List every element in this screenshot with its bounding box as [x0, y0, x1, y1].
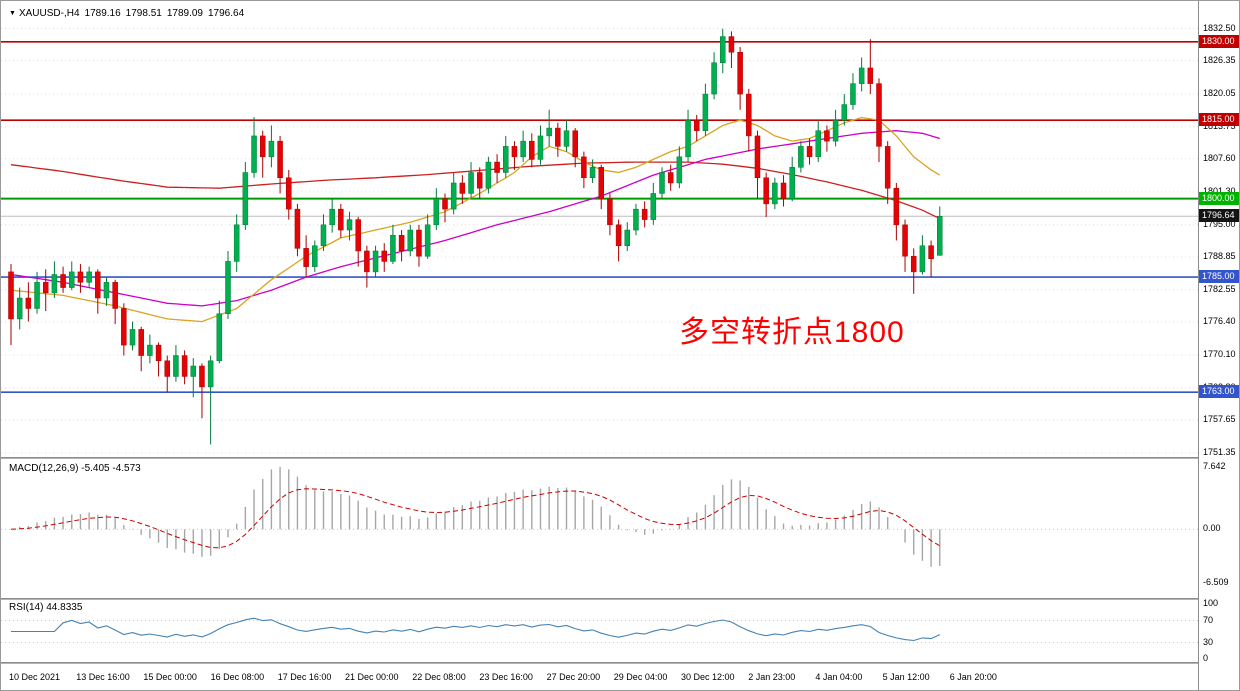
time-axis-label: 13 Dec 16:00	[76, 672, 130, 682]
axis-tick-label: 7.642	[1203, 460, 1226, 471]
price-line-label: 1800.00	[1199, 191, 1239, 205]
macd-indicator-label: MACD(12,26,9) -5.405 -4.573	[9, 463, 141, 474]
price-line-label: 1763.00	[1199, 385, 1239, 399]
time-axis-label: 30 Dec 12:00	[681, 672, 735, 682]
axis-tick-label: 1832.50	[1203, 22, 1236, 33]
high-value: 1798.51	[125, 8, 162, 19]
axis-tick-label: 1757.65	[1203, 414, 1236, 425]
price-line-label: 1815.00	[1199, 113, 1239, 127]
open-value: 1789.16	[84, 8, 121, 19]
price-scale-divider	[1198, 1, 1199, 690]
time-axis-label: 5 Jan 12:00	[882, 672, 930, 682]
axis-tick-label: 1801.30	[1203, 186, 1236, 196]
axis-tick-label: 1776.40	[1203, 316, 1236, 327]
axis-tick-label: 0.00	[1203, 523, 1221, 534]
price-line-label: 1785.00	[1199, 270, 1239, 284]
time-axis-label: 22 Dec 08:00	[412, 672, 466, 682]
axis-tick-label: 0	[1203, 653, 1209, 663]
price-line-label: 1830.00	[1199, 34, 1239, 48]
axis-tick-label: 1826.35	[1203, 54, 1236, 65]
close-value: 1796.64	[207, 8, 245, 19]
time-axis-label: 17 Dec 16:00	[277, 672, 332, 682]
rsi-indicator-chart[interactable]	[1, 600, 1198, 662]
axis-tick-label: 1807.60	[1203, 152, 1236, 163]
macd-indicator-chart[interactable]	[1, 459, 1198, 598]
price-scale[interactable]: 1832.501826.351820.051813.751807.601801.…	[1199, 1, 1239, 690]
panel-separator[interactable]	[1, 457, 1239, 459]
time-axis-label: 21 Dec 00:00	[345, 672, 399, 682]
panel-separator	[1, 662, 1239, 664]
axis-tick-label: 1820.05	[1203, 87, 1236, 98]
axis-tick-label: 70	[1203, 614, 1214, 625]
axis-tick-label: -6.509	[1203, 576, 1229, 587]
chart-annotation-text: 多空转折点1800	[679, 316, 905, 349]
time-axis[interactable]: 10 Dec 2021 13 Dec 16:00 15 Dec 00:00 16 De…	[1, 664, 1198, 690]
time-axis-label: 10 Dec 2021	[9, 672, 61, 682]
axis-tick-label: 30	[1203, 636, 1214, 647]
candlestick-chart[interactable]	[1, 1, 1198, 457]
time-axis-label: 15 Dec 00:00	[143, 672, 197, 682]
time-axis-label: 2 Jan 23:00	[748, 672, 796, 682]
time-axis-label: 6 Jan 20:00	[949, 672, 997, 682]
time-axis-label: 29 Dec 04:00	[613, 672, 668, 682]
symbol-timeframe-label: XAUUSD-,H4	[18, 8, 80, 19]
axis-tick-label: 1782.55	[1203, 283, 1236, 294]
time-axis-label: 16 Dec 08:00	[210, 672, 265, 682]
price-line-label: 1796.64	[1199, 209, 1239, 223]
axis-tick-label: 100	[1203, 598, 1219, 608]
symbol-ohlc-readout: ▼ XAUUSD-,H4 1789.16 1798.51 1789.09 1796.64	[9, 8, 244, 19]
axis-tick-label: 1795.00	[1203, 218, 1236, 229]
panel-separator[interactable]	[1, 598, 1239, 600]
low-value: 1789.09	[166, 8, 203, 19]
time-axis-label: 27 Dec 20:00	[546, 672, 601, 682]
axis-tick-label: 1788.85	[1203, 250, 1236, 261]
axis-tick-label: 1770.10	[1203, 349, 1236, 360]
chart-dropdown-icon: ▼	[9, 10, 16, 17]
time-axis-label: 23 Dec 16:00	[479, 672, 533, 682]
rsi-indicator-label: RSI(14) 44.8335	[9, 602, 83, 613]
axis-tick-label: 1751.35	[1203, 447, 1236, 458]
time-axis-label: 4 Jan 04:00	[815, 672, 863, 682]
